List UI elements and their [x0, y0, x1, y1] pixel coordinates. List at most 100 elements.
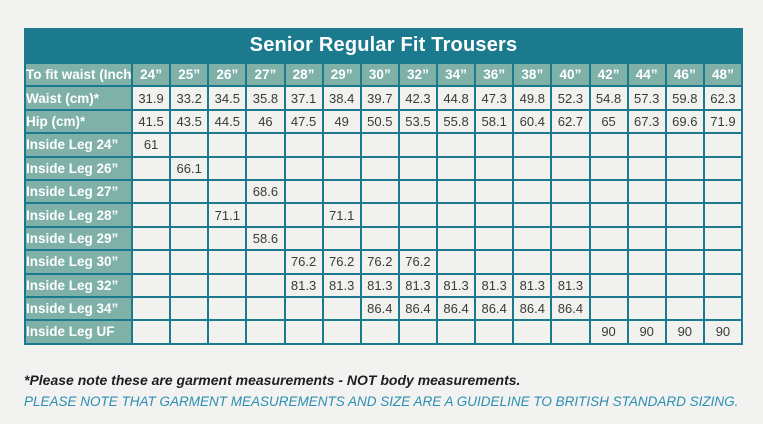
value-cell: 47.5: [283, 108, 324, 135]
value-cell: 61: [130, 132, 172, 158]
value-cell: 31.9: [130, 85, 172, 111]
value-cell: [321, 225, 362, 252]
garment-measurement-note: *Please note these are garment measureme…: [24, 372, 521, 388]
size-column-header: 36”: [474, 61, 515, 88]
value-cell: [245, 272, 286, 298]
table-row: Inside Leg 34” 86.4 86.4 86.4 86.4 86.4 86.4: [24, 295, 744, 322]
size-column-header: 34”: [435, 61, 477, 88]
value-cell: [283, 202, 324, 228]
value-cell: [169, 249, 210, 275]
size-column-header: 44”: [626, 61, 667, 88]
value-cell: [130, 272, 172, 298]
british-standard-note: PLEASE NOTE THAT GARMENT MEASUREMENTS AN…: [24, 394, 739, 409]
size-column-header: 24”: [130, 61, 172, 88]
table-row: Inside Leg 24” 61: [24, 132, 744, 158]
row-label: Inside Leg UF: [24, 319, 133, 345]
value-cell: [626, 272, 667, 298]
value-cell: 67.3: [626, 108, 667, 135]
size-header-row: To fit waist (Inches) 24”25”26”27”28”29”…: [24, 61, 744, 88]
value-cell: [702, 272, 744, 298]
value-cell: 47.3: [474, 85, 515, 111]
value-cell: 90: [664, 319, 705, 345]
table-row: Waist (cm)* 31.9 33.2 34.5 35.8 37.1 38.4 39.7 4…: [24, 85, 744, 111]
value-cell: [435, 178, 477, 205]
value-cell: 90: [626, 319, 667, 345]
value-cell: [474, 155, 515, 181]
value-cell: 53.5: [397, 108, 439, 135]
value-cell: [702, 295, 744, 322]
value-cell: [435, 225, 477, 252]
value-cell: 86.4: [474, 295, 515, 322]
value-cell: [702, 155, 744, 181]
value-cell: [321, 178, 362, 205]
row-label: Inside Leg 32”: [24, 272, 133, 298]
value-cell: 60.4: [512, 108, 553, 135]
value-cell: [702, 202, 744, 228]
table-body: Waist (cm)* 31.9 33.2 34.5 35.8 37.1 38.4 39.7 4…: [24, 85, 744, 345]
value-cell: [474, 225, 515, 252]
value-cell: 46: [245, 108, 286, 135]
value-cell: [550, 202, 591, 228]
value-cell: [169, 295, 210, 322]
value-cell: 52.3: [550, 85, 591, 111]
value-cell: 81.3: [397, 272, 439, 298]
value-cell: [512, 225, 553, 252]
value-cell: [283, 178, 324, 205]
value-cell: [550, 178, 591, 205]
value-cell: [245, 155, 286, 181]
value-cell: 58.6: [245, 225, 286, 252]
value-cell: 44.5: [207, 108, 248, 135]
row-label: Hip (cm)*: [24, 108, 133, 135]
value-cell: [588, 225, 629, 252]
size-column-header: 32”: [397, 61, 439, 88]
row-label: Waist (cm)*: [24, 85, 133, 111]
value-cell: 76.2: [283, 249, 324, 275]
size-column-header: 27”: [245, 61, 286, 88]
value-cell: [283, 132, 324, 158]
value-cell: 76.2: [321, 249, 362, 275]
value-cell: [359, 132, 400, 158]
value-cell: [397, 178, 439, 205]
value-cell: 90: [702, 319, 744, 345]
value-cell: [626, 202, 667, 228]
value-cell: [664, 202, 705, 228]
value-cell: [474, 319, 515, 345]
value-cell: 58.1: [474, 108, 515, 135]
value-cell: [169, 272, 210, 298]
size-column-header: 46”: [664, 61, 705, 88]
size-column-header: 30”: [359, 61, 400, 88]
value-cell: 81.3: [283, 272, 324, 298]
value-cell: 81.3: [512, 272, 553, 298]
value-cell: [474, 178, 515, 205]
value-cell: [321, 132, 362, 158]
value-cell: 71.1: [321, 202, 362, 228]
row-label: Inside Leg 24”: [24, 132, 133, 158]
value-cell: [169, 132, 210, 158]
value-cell: [626, 132, 667, 158]
value-cell: 50.5: [359, 108, 400, 135]
value-cell: [207, 225, 248, 252]
table-row: Inside Leg 27” 68.6: [24, 178, 744, 205]
value-cell: 43.5: [169, 108, 210, 135]
value-cell: 37.1: [283, 85, 324, 111]
size-column-header: 29”: [321, 61, 362, 88]
value-cell: [664, 225, 705, 252]
value-cell: [435, 155, 477, 181]
value-cell: [702, 178, 744, 205]
value-cell: [130, 249, 172, 275]
value-cell: 65: [588, 108, 629, 135]
value-cell: [207, 178, 248, 205]
value-cell: 86.4: [359, 295, 400, 322]
value-cell: [550, 249, 591, 275]
value-cell: [245, 132, 286, 158]
value-cell: [283, 295, 324, 322]
value-cell: [207, 132, 248, 158]
value-cell: [435, 202, 477, 228]
value-cell: [245, 295, 286, 322]
value-cell: 34.5: [207, 85, 248, 111]
value-cell: 62.7: [550, 108, 591, 135]
value-cell: [702, 225, 744, 252]
row-label: Inside Leg 34”: [24, 295, 133, 322]
value-cell: 49: [321, 108, 362, 135]
value-cell: 35.8: [245, 85, 286, 111]
